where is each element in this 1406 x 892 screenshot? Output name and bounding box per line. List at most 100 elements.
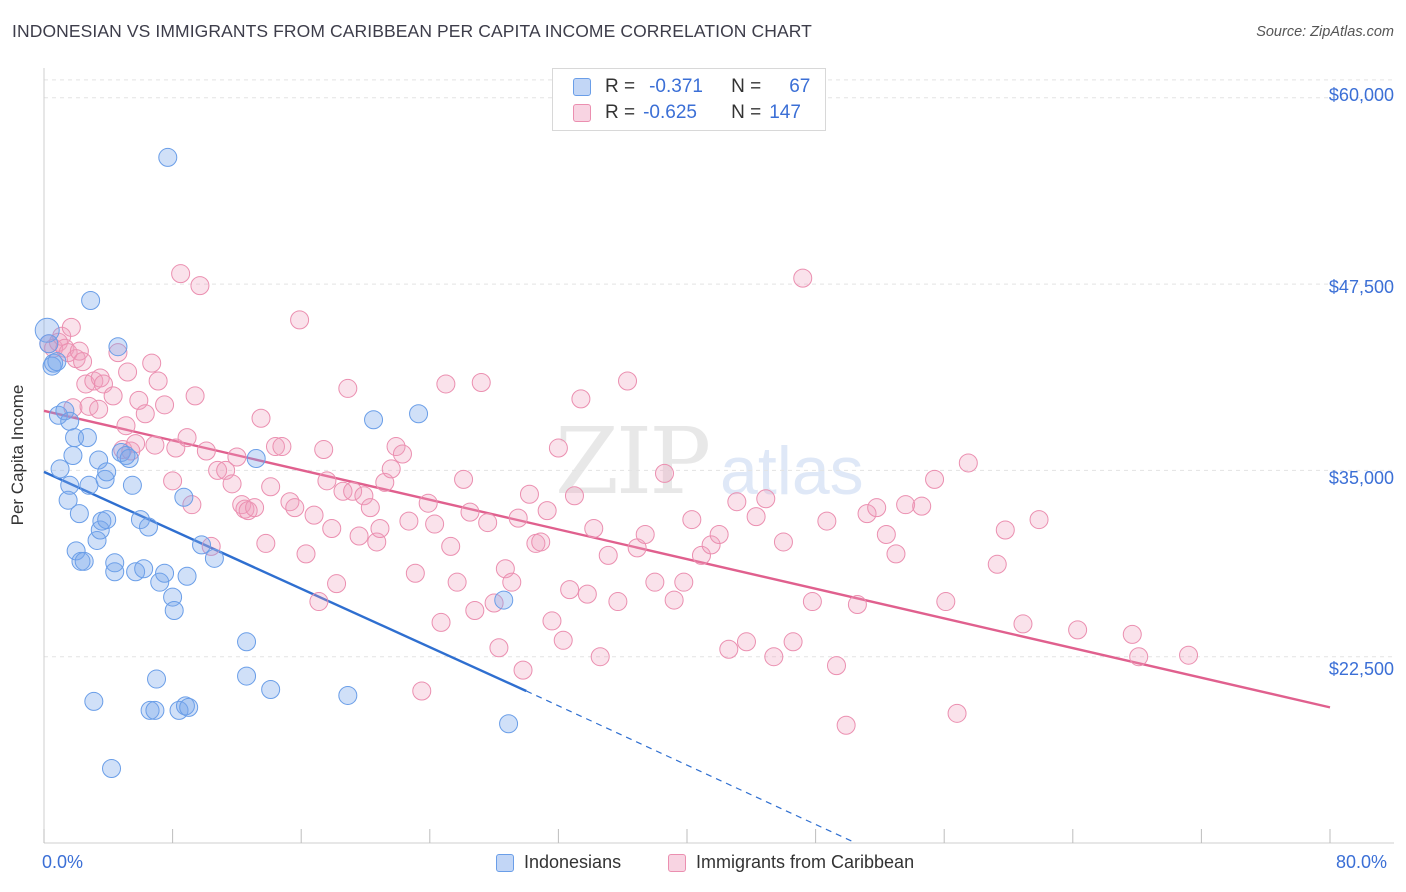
caribbean-point (886, 544, 906, 564)
caribbean-point (1179, 645, 1199, 665)
caribbean-point (537, 501, 557, 521)
stats-row-caribbean: R = -0.625 N = 147 (573, 101, 801, 125)
caribbean-point (196, 441, 216, 461)
caribbean-point (471, 372, 491, 392)
indonesian-point (494, 590, 514, 610)
caribbean-point (857, 504, 877, 524)
watermark-zip: ZIP (555, 408, 711, 515)
caribbean-point (817, 511, 837, 531)
caribbean-point (783, 632, 803, 652)
indonesian-point (81, 291, 101, 310)
legend-label: Immigrants from Caribbean (696, 852, 915, 872)
caribbean-point (190, 276, 210, 296)
caribbean-point (564, 486, 584, 506)
indonesian-point (122, 475, 142, 495)
source-label: Source: ZipAtlas.com (1256, 24, 1394, 40)
indonesian-point (246, 448, 266, 468)
indonesians-trend-line (43, 470, 527, 693)
caribbean-point (542, 611, 562, 631)
caribbean-point (69, 341, 89, 361)
indonesian-point (39, 334, 59, 354)
caribbean-point (719, 639, 739, 659)
y-tick-label: $47,500 (1328, 277, 1394, 297)
axes (43, 68, 1394, 844)
gridlines (44, 79, 1394, 658)
caribbean-point (590, 647, 610, 667)
caribbean-point (265, 437, 285, 457)
caribbean-point (608, 592, 628, 612)
caribbean-point (90, 368, 110, 388)
indonesian-point (409, 404, 429, 424)
caribbean-point (531, 532, 551, 552)
indonesian-point (74, 551, 94, 571)
r-value: -0.625 (643, 102, 697, 123)
caribbean-point (465, 601, 485, 620)
caribbean-point (256, 533, 276, 553)
caribbean-point (251, 408, 271, 428)
y-tick-label: $60,000 (1328, 85, 1394, 105)
caribbean-point (460, 502, 480, 522)
indonesian-point (108, 337, 128, 357)
caribbean-point (185, 386, 205, 406)
x-tick-label-min: 0.0% (42, 852, 84, 872)
caribbean-point (635, 524, 655, 544)
r-value: -0.371 (649, 76, 703, 97)
caribbean-point (584, 519, 604, 539)
indonesian-point (261, 679, 281, 699)
caribbean-point (598, 545, 618, 565)
caribbean-point (773, 532, 793, 552)
caribbean-point (309, 592, 329, 612)
caribbean-point (296, 544, 316, 564)
stats-box: R = -0.371 N = 67 R = -0.625 N = 147 (552, 68, 826, 131)
caribbean-point (73, 352, 93, 372)
indonesian-point (175, 696, 195, 716)
caribbean-point (61, 317, 81, 337)
caribbean-point (327, 574, 347, 594)
n-value: 67 (789, 76, 811, 97)
caribbean-point (116, 416, 136, 436)
indonesian-point (105, 553, 125, 573)
caribbean-point (1068, 620, 1088, 640)
caribbean-point (577, 584, 597, 604)
caribbean-point (103, 386, 123, 406)
caribbean-point (912, 496, 932, 516)
indonesian-point (79, 475, 99, 495)
indonesian-point (164, 601, 184, 620)
indonesian-point (44, 353, 64, 373)
legend-label: Indonesians (524, 852, 622, 872)
indonesian-point (87, 530, 107, 550)
caribbean-point (756, 489, 776, 509)
indonesians-trend-extension (525, 690, 857, 844)
caribbean-point (1013, 614, 1033, 634)
indonesian-point (116, 446, 136, 465)
caribbean-point (958, 453, 978, 473)
caribbean-point (502, 572, 522, 592)
caribbean-point (314, 440, 334, 460)
caribbean-point (802, 592, 822, 612)
caribbean-point (235, 499, 255, 519)
caribbean-trend-line (43, 409, 1331, 709)
legend-caribbean[interactable]: Immigrants from Caribbean (668, 852, 914, 873)
indonesian-point (84, 691, 104, 711)
caribbean-point (664, 590, 684, 610)
caribbean-point (171, 264, 191, 284)
indonesian-point (77, 428, 97, 448)
caribbean-point (987, 554, 1007, 574)
caribbean-point (245, 498, 265, 518)
indonesian-point (174, 487, 194, 507)
caribbean-point (571, 389, 591, 409)
n-label: N = (731, 76, 762, 97)
caribbean-point (876, 524, 896, 544)
caribbean-point (947, 703, 967, 723)
indonesian-point (177, 566, 197, 586)
caribbean-point (1122, 624, 1142, 644)
caribbean-point (867, 498, 887, 518)
caribbean-point (793, 268, 813, 288)
caribbean-point (108, 343, 128, 363)
caribbean-point (553, 630, 573, 650)
caribbean-point (674, 572, 694, 592)
caribbean-point (736, 632, 756, 652)
n-value: 147 (769, 102, 801, 123)
legend-indonesians[interactable]: Indonesians (496, 852, 621, 873)
